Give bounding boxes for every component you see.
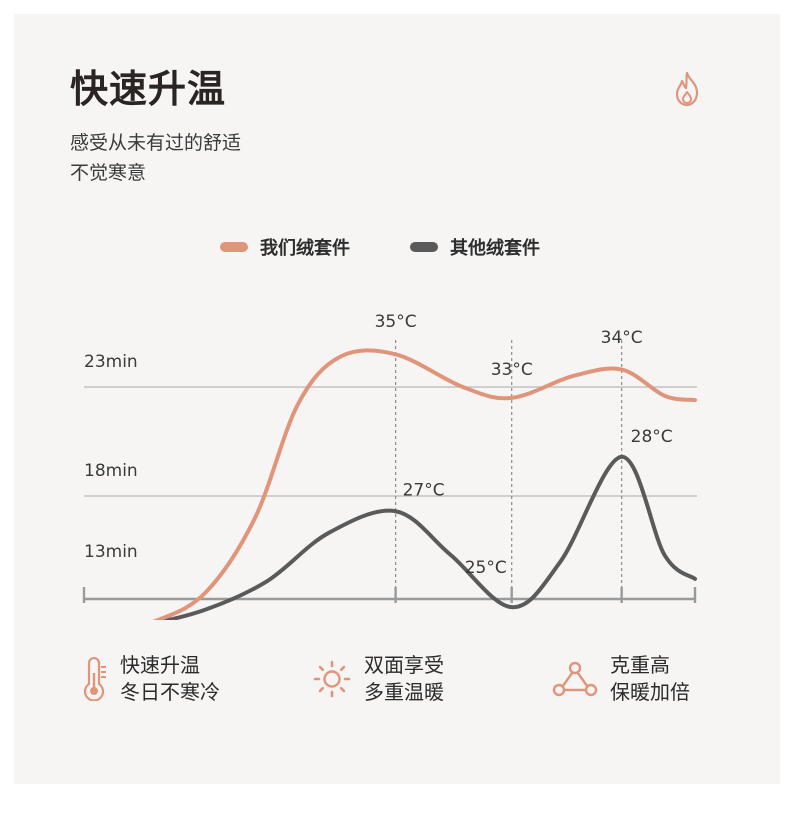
data-label-1-2: 28°C — [631, 427, 673, 447]
feature-2-line-2: 多重温暖 — [364, 680, 444, 704]
feature-2-line-1: 双面享受 — [364, 653, 444, 677]
feature-1-line-2: 冬日不寒冷 — [120, 680, 220, 704]
triangle-network-icon — [552, 661, 598, 697]
feature-double-sided: 双面享受 多重温暖 — [312, 652, 444, 706]
data-label-0-0: 35°C — [375, 312, 417, 332]
data-label-0-2: 34°C — [601, 328, 643, 348]
subtitle: 感受从未有过的舒适 不觉寒意 — [70, 128, 241, 188]
feature-text-1: 快速升温 冬日不寒冷 — [120, 652, 220, 706]
feature-high-weight: 克重高 保暖加倍 — [552, 652, 690, 706]
thermometer-icon — [83, 657, 106, 701]
subtitle-line-1: 感受从未有过的舒适 — [70, 132, 242, 154]
legend-swatch-others — [410, 242, 438, 252]
data-label-0-1: 33°C — [491, 360, 533, 380]
feature-3-line-2: 保暖加倍 — [610, 680, 690, 704]
data-label-1-1: 25°C — [465, 558, 507, 578]
flame-icon — [675, 71, 699, 107]
content-card — [14, 14, 780, 784]
legend-swatch-ours — [220, 242, 248, 252]
data-label-1-0: 27°C — [403, 480, 445, 500]
feature-text-3: 克重高 保暖加倍 — [610, 652, 690, 706]
legend-label-ours: 我们绒套件 — [260, 238, 350, 259]
page-title: 快速升温 — [70, 67, 227, 111]
feature-row: 快速升温 冬日不寒冷 双面享受 多重温暖 — [0, 652, 790, 712]
series-line-0 — [152, 348, 697, 620]
feature-1-line-1: 快速升温 — [120, 653, 200, 677]
y-tick-label-2: 23min — [84, 352, 138, 372]
warming-chart: 13min 18min 23min 35°C 33°C 34°C 27°C 25°C 28°C — [82, 312, 697, 620]
legend-label-others: 其他绒套件 — [450, 238, 540, 259]
feature-3-line-1: 克重高 — [610, 653, 670, 677]
y-tick-label-0: 13min — [84, 542, 138, 562]
subtitle-line-2: 不觉寒意 — [70, 162, 147, 184]
sun-icon — [313, 660, 351, 698]
series-line-1 — [158, 454, 697, 620]
legend-item-ours: 我们绒套件 — [220, 234, 350, 260]
feature-text-2: 双面享受 多重温暖 — [364, 652, 444, 706]
feature-fast-warming: 快速升温 冬日不寒冷 — [80, 652, 220, 706]
y-tick-label-1: 18min — [84, 461, 138, 481]
chart-legend: 我们绒套件 其他绒套件 — [0, 234, 790, 264]
legend-item-others: 其他绒套件 — [410, 234, 540, 260]
